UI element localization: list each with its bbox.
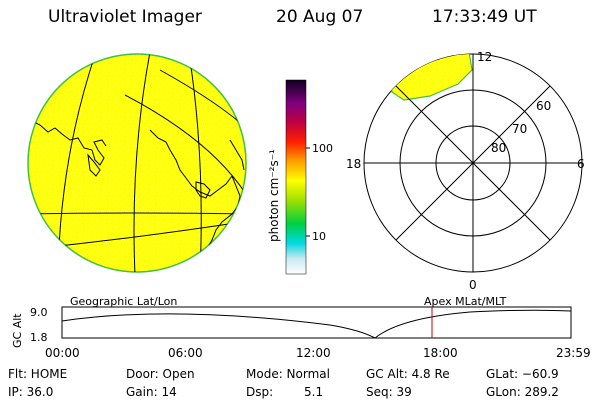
- earth-disk: [27, 53, 247, 273]
- meridian-line: [133, 54, 151, 272]
- mlt-label-6: 6: [577, 157, 585, 171]
- image-date: 20 Aug 07: [276, 7, 364, 27]
- coastline: [195, 181, 211, 199]
- flight-status: Flt: HOME: [8, 367, 68, 381]
- lat-label-80: 80: [491, 141, 506, 155]
- coastline: [29, 119, 107, 166]
- left-panel-label: Geographic Lat/Lon: [70, 295, 177, 308]
- gc-alt-value: GC Alt: 4.8 Re: [366, 367, 450, 381]
- mlt-label-18: 18: [346, 157, 361, 171]
- coastline: [229, 139, 245, 171]
- meridian-line: [189, 59, 202, 272]
- instrument-title: Ultraviolet Imager: [48, 7, 202, 27]
- seq-value: Seq: 39: [366, 385, 412, 399]
- alt-y-bottom: 1.8: [30, 331, 48, 344]
- alt-x-tick-0: 00:00: [45, 346, 80, 360]
- alt-y-top: 9.0: [30, 306, 48, 319]
- glat-value: GLat: −60.9: [486, 367, 559, 381]
- dsp-label: Dsp:: [246, 385, 274, 399]
- door-status: Door: Open: [126, 367, 195, 381]
- parallel-line: [28, 212, 246, 215]
- altitude-curve: [61, 309, 572, 339]
- altitude-plot: Geographic Lat/Lon Apex MLat/MLT 9.0 1.8…: [11, 295, 591, 360]
- coastline: [87, 153, 101, 177]
- altitude-frame: [61, 306, 572, 339]
- lat-label-70: 70: [512, 122, 527, 136]
- meridian-line: [159, 69, 246, 161]
- mode-status: Mode: Normal: [246, 367, 330, 381]
- mlt-label-12: 12: [477, 50, 492, 64]
- meridian-line: [124, 94, 246, 221]
- colorbar-unit-label: photon cm⁻²s⁻¹: [267, 149, 281, 242]
- alt-x-tick-2: 12:00: [296, 346, 331, 360]
- mlt-label-0: 0: [469, 278, 477, 292]
- lat-label-60: 60: [536, 99, 551, 113]
- alt-axis-label: GC Alt: [11, 313, 24, 348]
- coastline: [149, 129, 241, 263]
- colorbar-tick-100: 100: [312, 142, 333, 155]
- colorbar: 100 10 photon cm⁻²s⁻¹: [267, 79, 333, 275]
- alt-x-tick-3: 18:00: [423, 346, 458, 360]
- colorbar-tick-10: 10: [312, 230, 326, 243]
- dsp-value: 5.1: [304, 385, 324, 399]
- gain-value: Gain: 14: [126, 385, 177, 399]
- alt-x-tick-4: 23:59: [556, 346, 591, 360]
- colorbar-gradient: [285, 79, 307, 275]
- glon-value: GLon: 289.2: [486, 385, 559, 399]
- ip-value: IP: 36.0: [8, 385, 54, 399]
- right-panel-label: Apex MLat/MLT: [424, 295, 507, 308]
- alt-x-tick-1: 06:00: [168, 346, 203, 360]
- polar-plot: 12 18 6 0 60 70 80: [346, 50, 585, 292]
- geographic-globe: [27, 53, 247, 273]
- image-time: 17:33:49 UT: [432, 7, 537, 27]
- mlt-diagonal: [395, 85, 551, 241]
